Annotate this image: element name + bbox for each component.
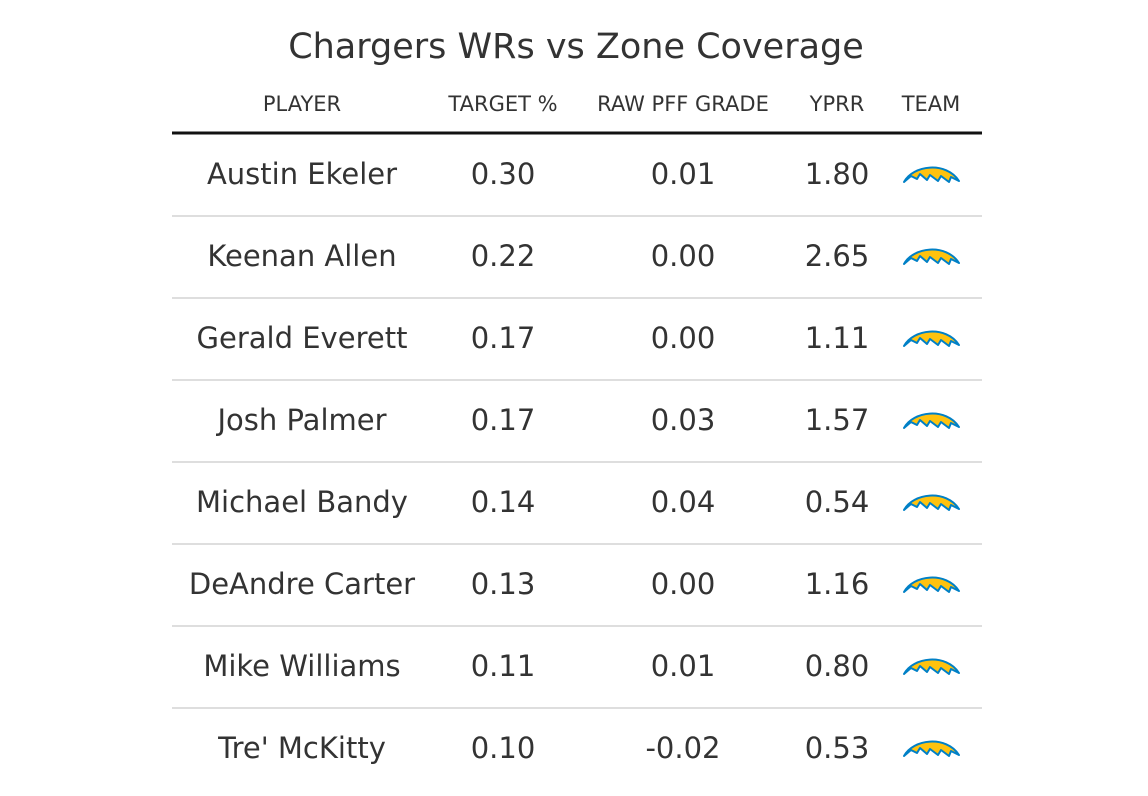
cell: 0.10 [471,731,536,765]
team-logo [903,576,960,593]
team-logo [903,740,960,757]
cell: Mike Williams [203,649,400,683]
cell: 0.22 [471,239,536,273]
bolt [903,494,960,511]
cell: 0.17 [471,321,536,355]
bolt [903,330,960,347]
column-header: YPRR [809,92,865,116]
column-header: PLAYER [263,92,341,116]
cell: 0.80 [805,649,870,683]
cell: 0.53 [805,731,870,765]
cell: Josh Palmer [215,403,386,437]
cell: 1.16 [805,567,870,601]
cell: Michael Bandy [196,485,408,519]
cell: 0.03 [651,403,716,437]
cell: Austin Ekeler [207,157,397,191]
column-header: RAW PFF GRADE [597,92,769,116]
cell: 0.14 [471,485,536,519]
bolt [903,166,960,183]
column-header: TEAM [901,92,961,116]
team-logo [903,494,960,511]
cell: -0.02 [645,731,720,765]
cell: 0.11 [471,649,536,683]
column-header: TARGET % [447,92,557,116]
cell: Keenan Allen [207,239,396,273]
cell: 0.04 [651,485,716,519]
cell: DeAndre Carter [189,567,415,601]
team-logo [903,330,960,347]
cell: 0.00 [651,239,716,273]
team-logo [903,412,960,429]
team-logo [903,166,960,183]
team-logo [903,248,960,265]
cell: Gerald Everett [197,321,408,355]
cell: 2.65 [805,239,870,273]
cell: 1.80 [805,157,870,191]
cell: 0.30 [471,157,536,191]
bolt [903,248,960,265]
table-title: Chargers WRs vs Zone Coverage [288,27,864,67]
cell: 1.57 [805,403,870,437]
cell: 0.17 [471,403,536,437]
cell: 0.00 [651,321,716,355]
cell: 0.13 [471,567,536,601]
cell: 0.01 [651,649,716,683]
cell: Tre' McKitty [217,731,386,765]
cell: 0.54 [805,485,870,519]
team-logo [903,658,960,675]
cell: 1.11 [805,321,870,355]
bolt [903,412,960,429]
cell: 0.00 [651,567,716,601]
cell: 0.01 [651,157,716,191]
bolt [903,740,960,757]
bolt [903,658,960,675]
bolt [903,576,960,593]
